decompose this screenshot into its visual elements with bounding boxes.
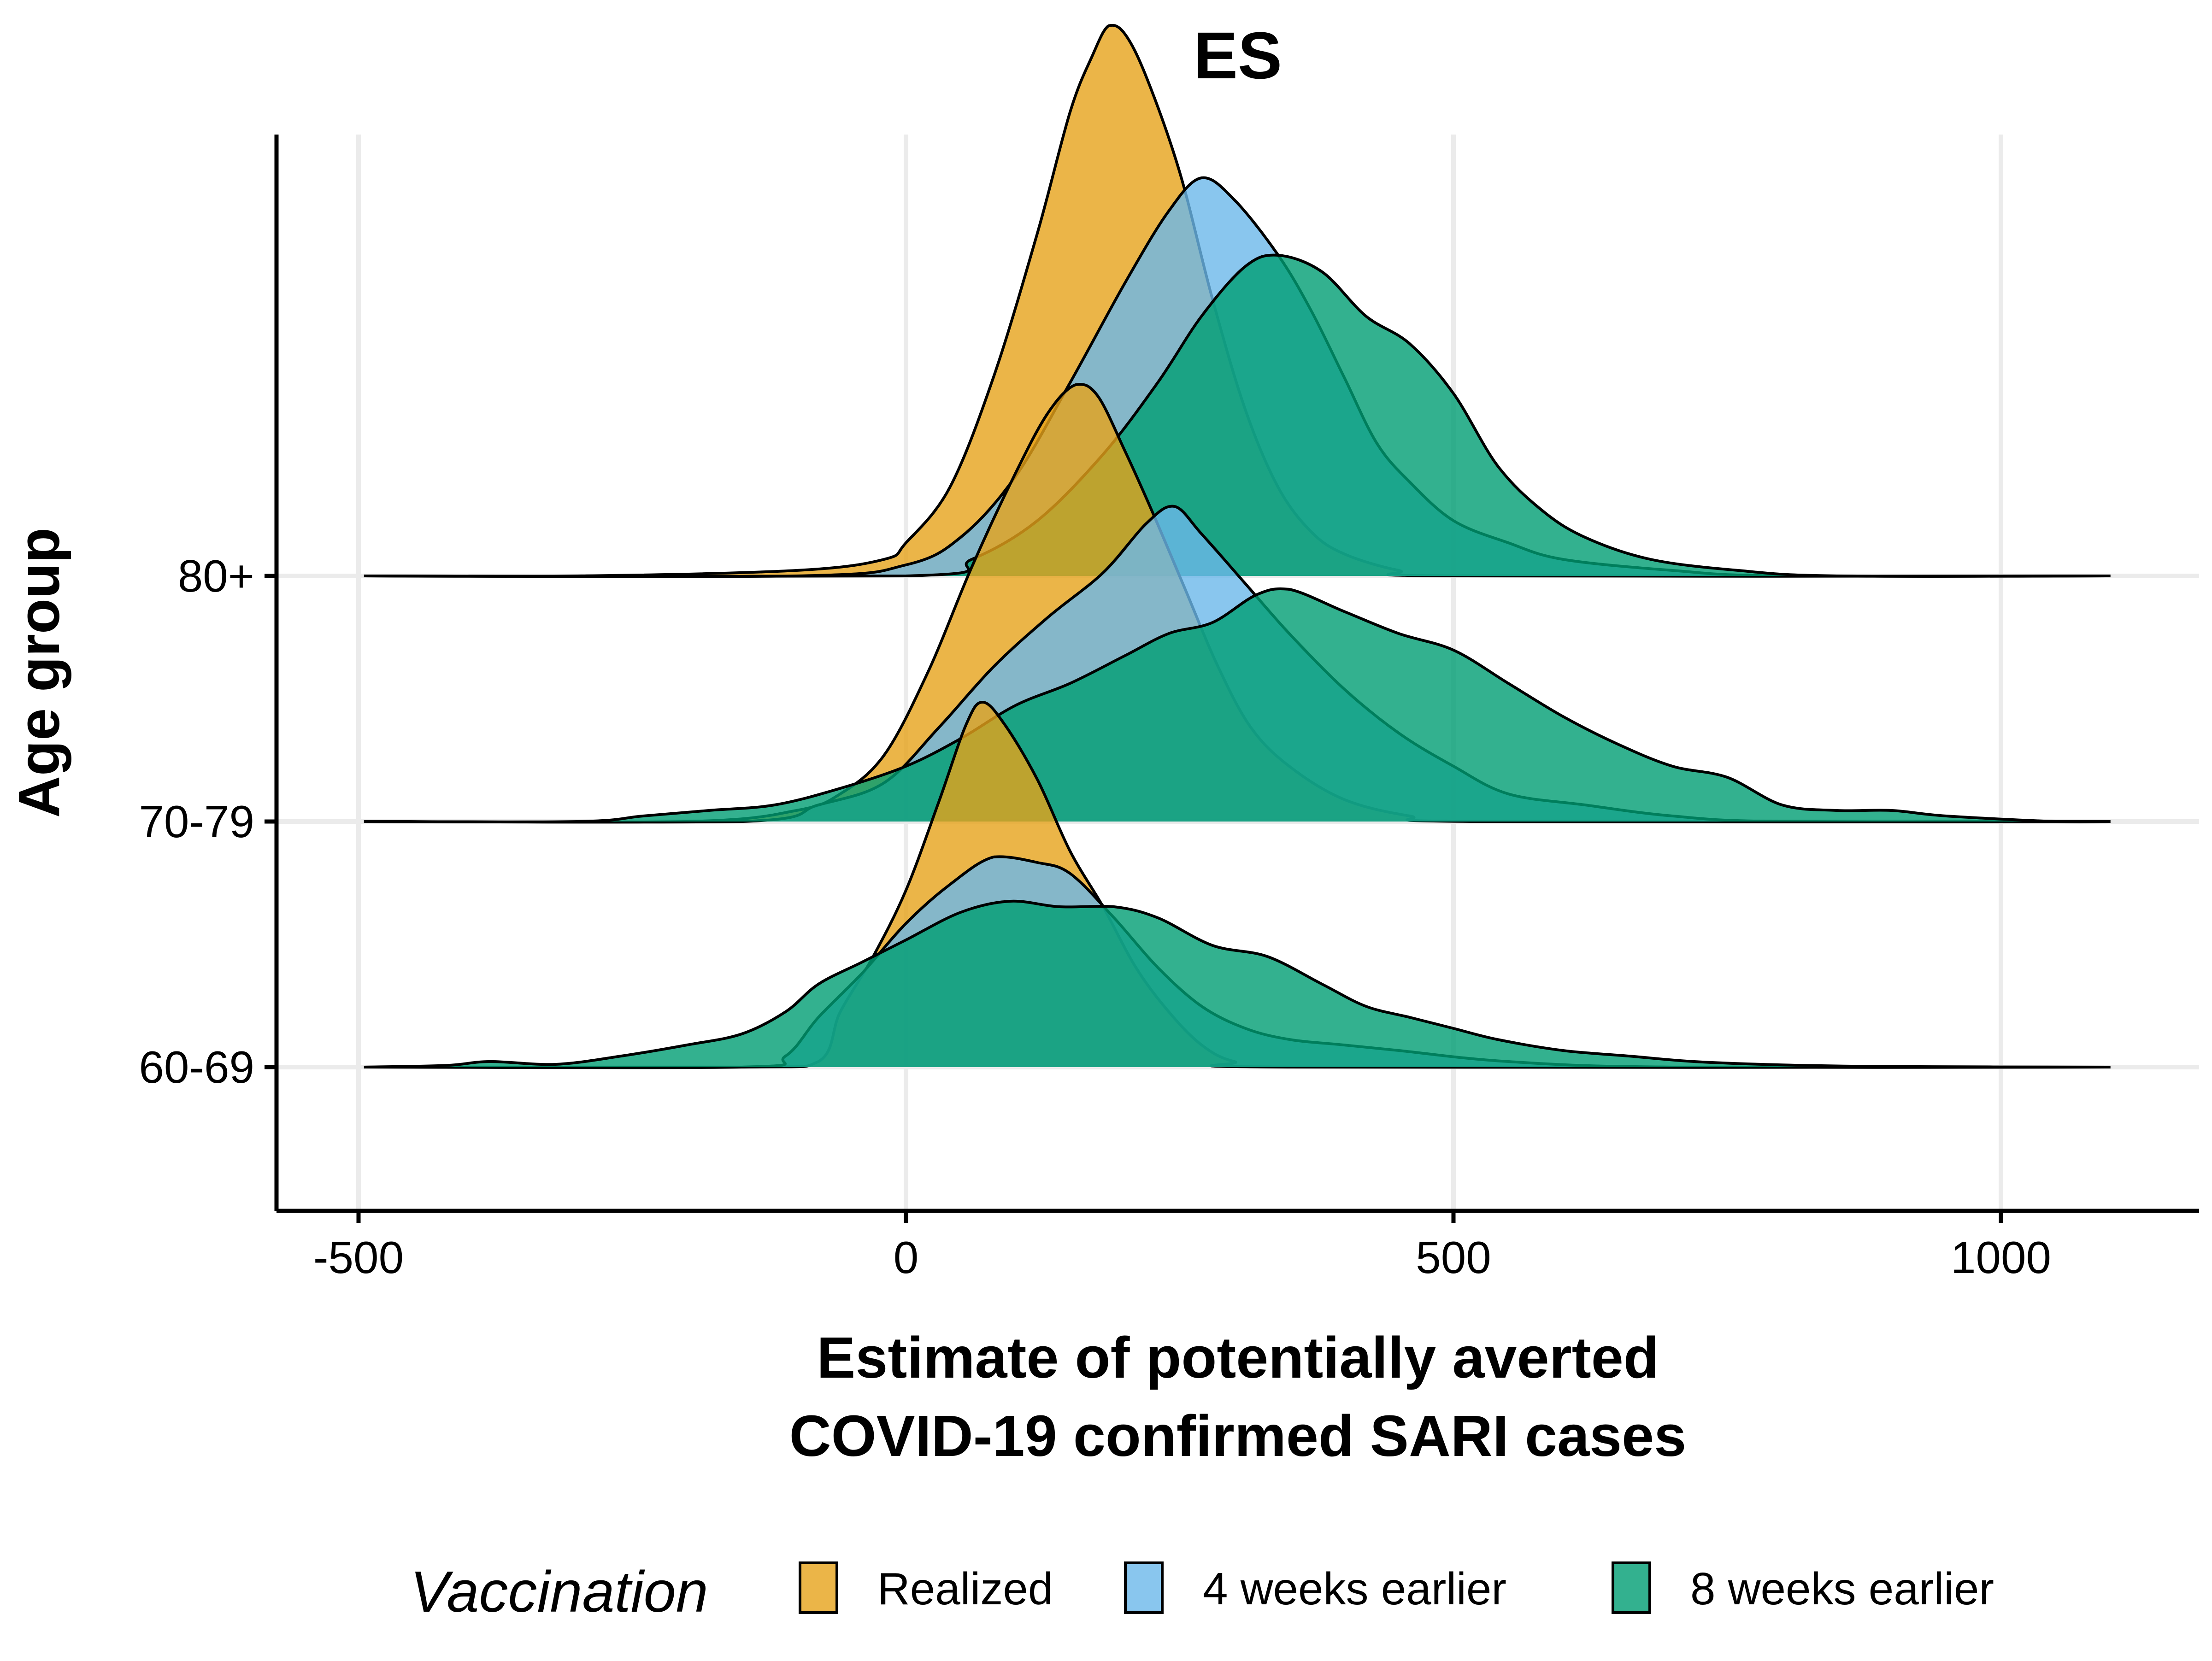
x-tick-label-500: 500 (1416, 1232, 1491, 1283)
legend-label-4-weeks-earlier: 4 weeks earlier (1203, 1563, 1506, 1614)
legend-key-4-weeks-earlier (1124, 1561, 1164, 1614)
ridge-fill-70-79-8-weeks-earlier (364, 588, 2111, 822)
legend-key-8-weeks-earlier (1612, 1561, 1651, 1614)
legend-item-4-weeks-earlier: 4 weeks earlier (1124, 1561, 1506, 1614)
ridge-outline-80-8-weeks-earlier (364, 253, 2111, 578)
legend-label-8-weeks-earlier: 8 weeks earlier (1690, 1563, 1994, 1614)
x-axis-ticks: -500 0 500 1000 (313, 1211, 2051, 1283)
y-tick-label-60-69: 60-69 (139, 1042, 254, 1092)
ridge-group-60-69 (364, 701, 2111, 1069)
x-tick-label-1000: 1000 (1951, 1232, 2051, 1283)
legend-item-realized: Realized (799, 1561, 1053, 1614)
ridge-fill-80-8-weeks-earlier (364, 255, 2111, 577)
x-axis-title-line-1: Estimate of potentially averted (817, 1325, 1659, 1390)
ridge-fill-60-69-8-weeks-earlier (364, 901, 2111, 1067)
x-tick-label-500: -500 (313, 1232, 404, 1283)
y-tick-label-70-79: 70-79 (139, 796, 254, 847)
y-tick-label-80: 80+ (178, 551, 254, 601)
legend-label-realized: Realized (877, 1563, 1053, 1614)
legend-key-realized (799, 1561, 838, 1614)
legend-title: Vaccination (410, 1559, 708, 1624)
ridge-outline-60-69-8-weeks-earlier (364, 899, 2111, 1068)
y-axis-ticks: 80+ 70-79 60-69 (139, 551, 276, 1092)
ridge-outline-70-79-8-weeks-earlier (364, 587, 2111, 823)
y-axis-title: Age group (6, 528, 71, 818)
legend: Vaccination Realized 4 weeks earlier 8 wee… (410, 1559, 1994, 1624)
legend-item-8-weeks-earlier: 8 weeks earlier (1612, 1561, 1994, 1614)
x-tick-label-0: 0 (894, 1232, 919, 1283)
ridge-group-80 (364, 23, 2111, 578)
density-ridges (364, 23, 2111, 1069)
x-axis-title-line-2: COVID-19 confirmed SARI cases (789, 1403, 1687, 1468)
axes (274, 135, 2199, 1213)
ridge-group-70-79 (364, 383, 2111, 824)
chart-title: ES (1194, 18, 1282, 93)
